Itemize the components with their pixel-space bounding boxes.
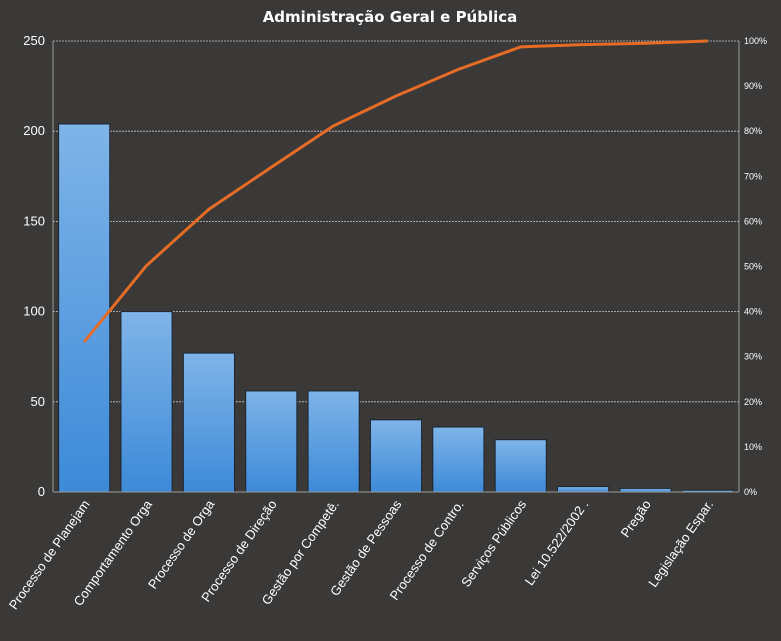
bar bbox=[182, 352, 235, 493]
y2-tick-label: 0% bbox=[744, 487, 757, 497]
x-tick-label: Legislação Espar. bbox=[645, 497, 716, 590]
y-tick-label: 250 bbox=[23, 33, 45, 48]
x-tick-label: Serviços Públicos bbox=[458, 497, 529, 590]
bar bbox=[494, 439, 547, 493]
bar-series bbox=[58, 123, 734, 493]
y2-tick-label: 90% bbox=[744, 81, 762, 91]
x-tick-label: Pregão bbox=[618, 497, 654, 540]
bar bbox=[245, 390, 298, 493]
bar bbox=[432, 426, 485, 493]
y-axis-left: 0 50 100 150 200 250 bbox=[23, 33, 54, 499]
cumulative-line bbox=[83, 39, 708, 343]
cumulative-line-series bbox=[83, 39, 708, 343]
y2-tick-label: 60% bbox=[744, 216, 762, 226]
y2-tick-label: 10% bbox=[744, 442, 762, 452]
y-tick-label: 50 bbox=[31, 394, 45, 409]
bar bbox=[369, 419, 423, 493]
y-axis-right: 0% 10% 20% 30% 40% 50% 60% 70% 80% 90% 100% bbox=[738, 36, 767, 497]
y2-tick-label: 40% bbox=[744, 307, 762, 317]
bar bbox=[58, 123, 111, 493]
y2-tick-label: 70% bbox=[744, 171, 762, 181]
y2-tick-label: 100% bbox=[744, 36, 767, 46]
y-tick-label: 100 bbox=[23, 304, 45, 319]
x-tick-label: Processo de Orga bbox=[145, 496, 218, 591]
y-tick-label: 0 bbox=[38, 484, 45, 499]
chart-title: Administração Geral e Pública bbox=[263, 8, 518, 26]
y2-tick-label: 80% bbox=[744, 126, 762, 136]
y-tick-label: 200 bbox=[23, 123, 45, 138]
y2-tick-label: 20% bbox=[744, 397, 762, 407]
y2-tick-label: 30% bbox=[744, 352, 762, 362]
bar bbox=[557, 486, 610, 493]
bar bbox=[307, 390, 360, 493]
bar bbox=[120, 311, 173, 493]
x-tick-label: Lei 10.522/2002 . bbox=[522, 497, 592, 588]
y2-tick-label: 50% bbox=[744, 262, 762, 272]
y-tick-label: 150 bbox=[23, 213, 45, 228]
bar bbox=[619, 487, 672, 493]
